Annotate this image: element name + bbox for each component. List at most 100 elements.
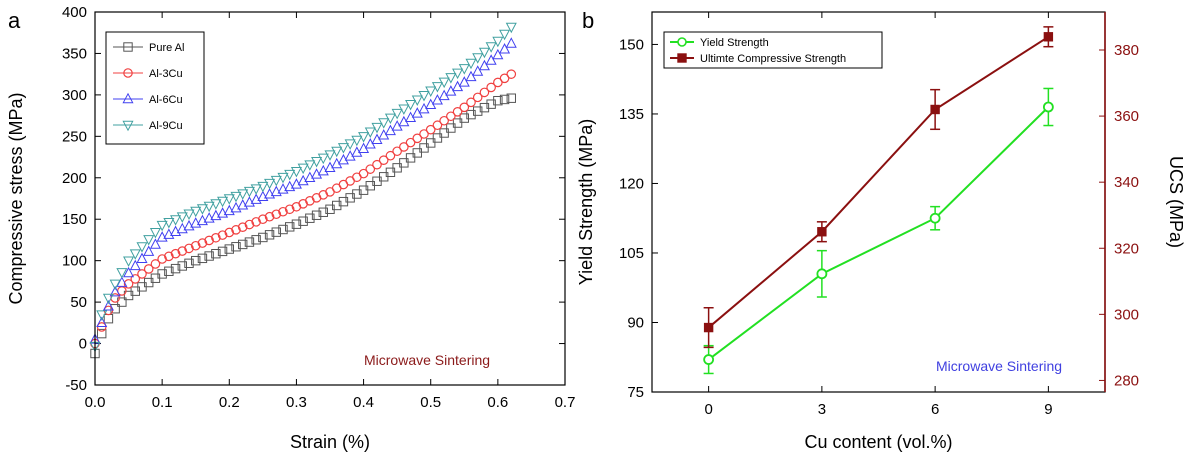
data-point (929, 212, 941, 224)
data-point (485, 42, 497, 53)
data-point (190, 240, 201, 251)
data-point (703, 322, 714, 333)
data-point (264, 178, 276, 190)
data-point (431, 82, 443, 93)
series-al-9cu (89, 22, 517, 353)
data-point (392, 163, 402, 173)
data-point (190, 206, 202, 218)
panel-b-right-axis-title: UCS (MPa) (1166, 156, 1185, 248)
data-point (311, 157, 323, 168)
data-point (244, 219, 255, 230)
data-point (143, 245, 155, 256)
panel-b-label: b (582, 8, 594, 33)
x-tick-label: 0.6 (487, 394, 508, 411)
data-point (506, 93, 516, 103)
data-point (223, 194, 235, 205)
data-point (102, 299, 114, 311)
data-point (123, 256, 135, 267)
data-point (405, 137, 416, 148)
data-point (270, 175, 282, 187)
data-point (157, 269, 167, 279)
data-point (405, 99, 417, 111)
data-point (317, 164, 329, 176)
data-point (163, 218, 175, 229)
panel-a-x-axis-title: Strain (%) (290, 432, 370, 452)
data-point (485, 54, 497, 65)
data-point (412, 133, 423, 144)
data-point (344, 139, 356, 150)
data-point (372, 159, 382, 170)
data-point (466, 97, 476, 108)
data-point (184, 243, 194, 254)
data-point (311, 168, 323, 179)
data-point (230, 191, 242, 203)
data-point (217, 246, 228, 257)
data-point (156, 220, 168, 232)
data-point (170, 248, 181, 259)
y-tick-label: 150 (62, 211, 87, 228)
data-point (149, 227, 161, 239)
data-point (284, 204, 295, 215)
x-tick-label: 3 (818, 401, 826, 418)
data-point (445, 73, 457, 84)
data-point (257, 190, 269, 202)
legend-box (663, 31, 883, 69)
data-point (251, 235, 261, 245)
data-point (290, 178, 302, 189)
data-point (184, 258, 194, 269)
data-point (129, 249, 141, 260)
data-point (499, 29, 511, 41)
y-tick-label: 300 (62, 87, 87, 104)
data-point (170, 215, 182, 226)
data-point (493, 77, 503, 88)
data-point (311, 210, 322, 220)
data-point (271, 227, 281, 237)
left-y-tick-label: 75 (627, 384, 644, 401)
data-point (217, 196, 229, 208)
right-y-tick-label: 380 (1114, 42, 1139, 59)
data-point (478, 59, 490, 71)
data-point (459, 113, 469, 123)
data-point (331, 146, 343, 158)
data-point (277, 172, 289, 184)
data-point (411, 95, 423, 106)
data-point (164, 251, 174, 262)
data-point (351, 135, 363, 147)
data-point (176, 212, 188, 223)
data-point (217, 230, 228, 240)
data-point (425, 86, 437, 98)
data-point (183, 209, 195, 221)
data-point (318, 207, 328, 217)
data-point (257, 181, 269, 193)
data-point (452, 118, 463, 128)
data-point (466, 109, 476, 120)
data-point (109, 285, 121, 297)
data-point (499, 94, 510, 105)
panel-a-series (89, 22, 517, 359)
data-point (384, 113, 396, 125)
panel-a-legend: Pure Al Al-3Cu Al-6Cu Al-9Cu (105, 31, 205, 145)
data-point (264, 211, 275, 222)
data-point (258, 232, 268, 243)
data-point (492, 48, 504, 60)
data-point (418, 91, 430, 102)
legend-label: Pure Al (149, 42, 184, 54)
x-tick-label: 0 (704, 401, 712, 418)
data-point (472, 65, 484, 76)
x-tick-label: 6 (931, 401, 939, 418)
right-y-tick-label: 340 (1114, 174, 1139, 191)
data-point (237, 189, 249, 200)
data-point (231, 225, 241, 235)
series-ultimte-compressive-strength (703, 26, 1054, 349)
right-y-tick-label: 280 (1114, 372, 1139, 389)
legend-label: Ultimte Compressive Strength (700, 53, 846, 65)
data-point (237, 222, 248, 232)
data-point (285, 222, 295, 232)
data-point (196, 214, 208, 226)
data-point (211, 232, 221, 243)
data-point (170, 263, 181, 274)
data-point (391, 108, 403, 120)
panel-b-annotation: Microwave Sintering (936, 358, 1062, 374)
data-point (499, 73, 510, 84)
data-point (317, 153, 329, 165)
